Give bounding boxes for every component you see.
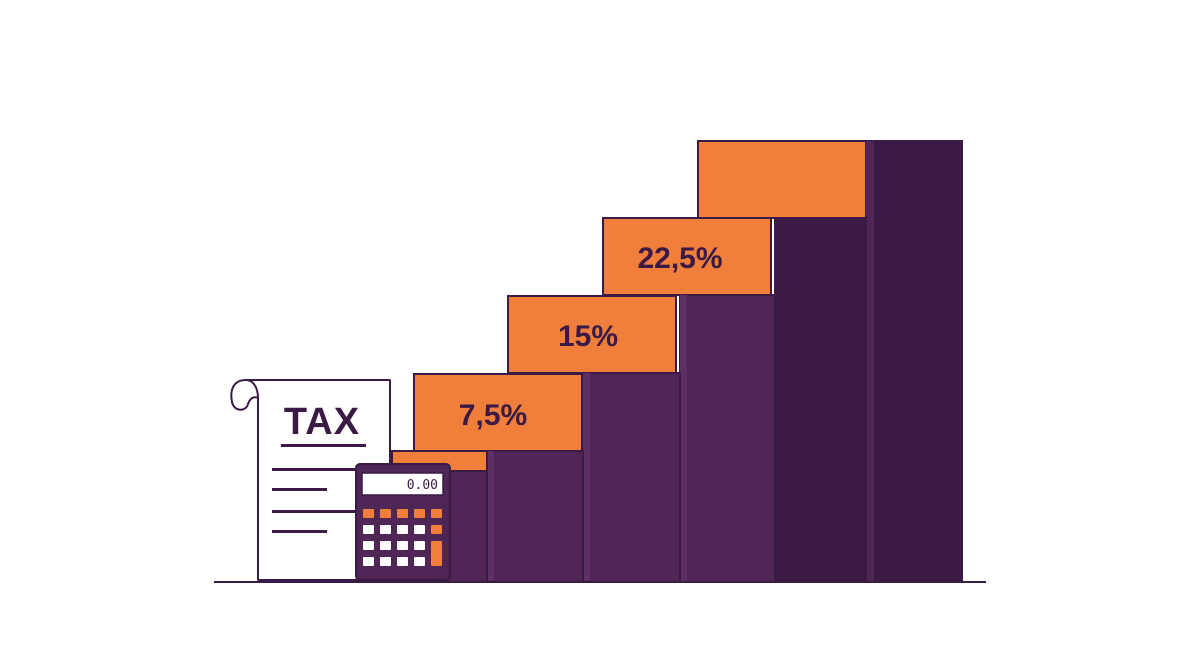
calculator-key bbox=[414, 541, 425, 550]
calculator-key bbox=[414, 525, 425, 534]
calculator-key bbox=[380, 509, 391, 518]
calculator-key bbox=[380, 541, 391, 550]
rate-label-22-5: 22,5% bbox=[637, 242, 722, 275]
calculator-key bbox=[397, 509, 408, 518]
calculator-key bbox=[397, 525, 408, 534]
document-line bbox=[272, 510, 360, 513]
calculator-key bbox=[414, 557, 425, 566]
calculator-display bbox=[361, 472, 444, 496]
calculator-key bbox=[363, 509, 374, 518]
tax-document-title: TAX bbox=[284, 401, 360, 443]
calculator-icon: 0.00 bbox=[355, 463, 451, 581]
calculator-key bbox=[380, 525, 391, 534]
calculator-key bbox=[363, 525, 374, 534]
step-4: 22,5% bbox=[602, 217, 776, 583]
tax-document: TAX bbox=[230, 379, 391, 581]
document-line bbox=[272, 530, 327, 533]
calculator-keypad bbox=[363, 509, 442, 566]
step-2: 7,5% bbox=[413, 373, 584, 583]
calculator-key bbox=[431, 509, 442, 518]
calculator-key bbox=[414, 509, 425, 518]
document-line bbox=[272, 488, 327, 491]
calculator-key bbox=[431, 525, 442, 534]
document-line bbox=[272, 468, 360, 471]
calculator-key bbox=[397, 541, 408, 550]
staircase: 22,5% 15% 7,5% bbox=[391, 140, 963, 583]
calculator-key bbox=[380, 557, 391, 566]
step-3: 15% bbox=[507, 295, 681, 583]
calculator-key bbox=[397, 557, 408, 566]
rate-label-15: 15% bbox=[558, 320, 618, 353]
calculator-key bbox=[363, 557, 374, 566]
calculator-key bbox=[363, 541, 374, 550]
step-5 bbox=[697, 140, 963, 583]
document-line bbox=[281, 444, 366, 447]
calculator-display-value: 0.00 bbox=[407, 478, 438, 493]
calculator-key-equals bbox=[431, 541, 442, 566]
rate-label-7-5: 7,5% bbox=[459, 399, 527, 432]
